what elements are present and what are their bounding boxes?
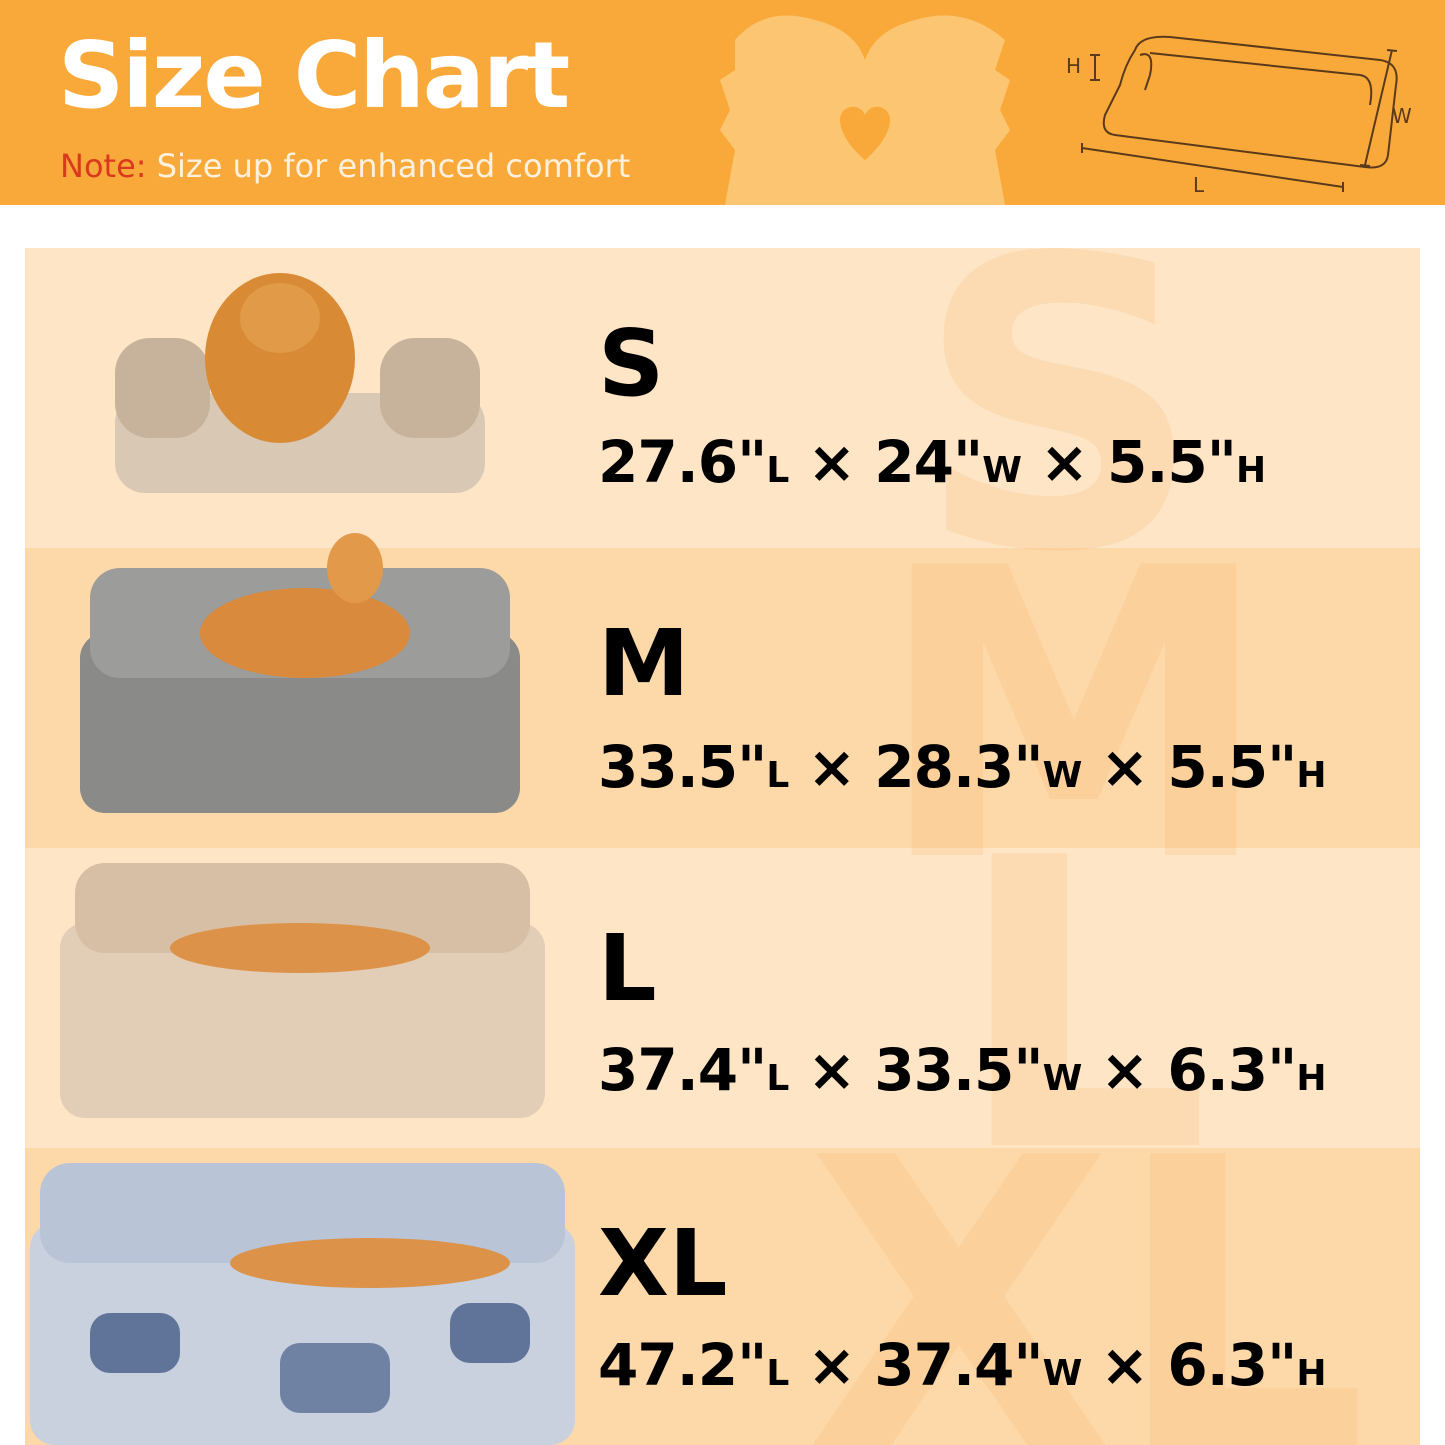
note-text: Size up for enhanced comfort (156, 147, 631, 185)
size-dimensions: 37.4"L × 33.5"W × 6.3"H (598, 1036, 1326, 1104)
size-dimensions: 27.6"L × 24"W × 5.5"H (598, 428, 1266, 496)
diagram-l-label: L (1193, 173, 1205, 197)
diagram-w-label: W (1392, 104, 1412, 128)
header-banner: Size Chart Note: Size up for enhanced co… (0, 0, 1445, 205)
note-label: Note: (60, 147, 147, 185)
note: Note: Size up for enhanced comfort (60, 150, 630, 182)
size-dimensions: 47.2"L × 37.4"W × 6.3"H (598, 1331, 1326, 1399)
size-label: M (598, 610, 690, 717)
product-image-large-bed (60, 863, 545, 1118)
dog-silhouette-icon (720, 15, 1010, 205)
size-table: S M L XL S 27.6"L × 24"W × 5.5"H M 33.5"… (25, 248, 1420, 1445)
product-image-medium-bed (80, 533, 520, 813)
watermark-l: L (955, 775, 1210, 1240)
diagram-h-label: H (1066, 54, 1081, 78)
size-dimensions: 33.5"L × 28.3"W × 5.5"H (598, 733, 1326, 801)
watermark-xl: XL (805, 1075, 1369, 1445)
page-title: Size Chart (58, 22, 570, 129)
bed-dimension-diagram-icon: H W L (1066, 35, 1412, 197)
product-image-xlarge-bed (30, 1163, 575, 1445)
watermark-s: S (915, 248, 1204, 640)
size-label: L (598, 915, 657, 1022)
size-label: S (598, 310, 665, 417)
watermark-m: M (875, 485, 1274, 950)
size-label: XL (598, 1210, 728, 1317)
product-image-small-bed (115, 273, 485, 493)
